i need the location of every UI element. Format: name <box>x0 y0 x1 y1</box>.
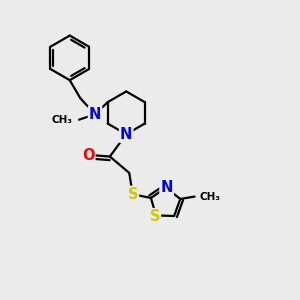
Text: S: S <box>128 187 138 202</box>
Text: N: N <box>120 127 132 142</box>
Text: CH₃: CH₃ <box>51 115 72 125</box>
Text: N: N <box>89 107 101 122</box>
Text: N: N <box>160 180 173 195</box>
Text: O: O <box>82 148 94 163</box>
Text: CH₃: CH₃ <box>200 192 220 202</box>
Text: S: S <box>149 209 160 224</box>
